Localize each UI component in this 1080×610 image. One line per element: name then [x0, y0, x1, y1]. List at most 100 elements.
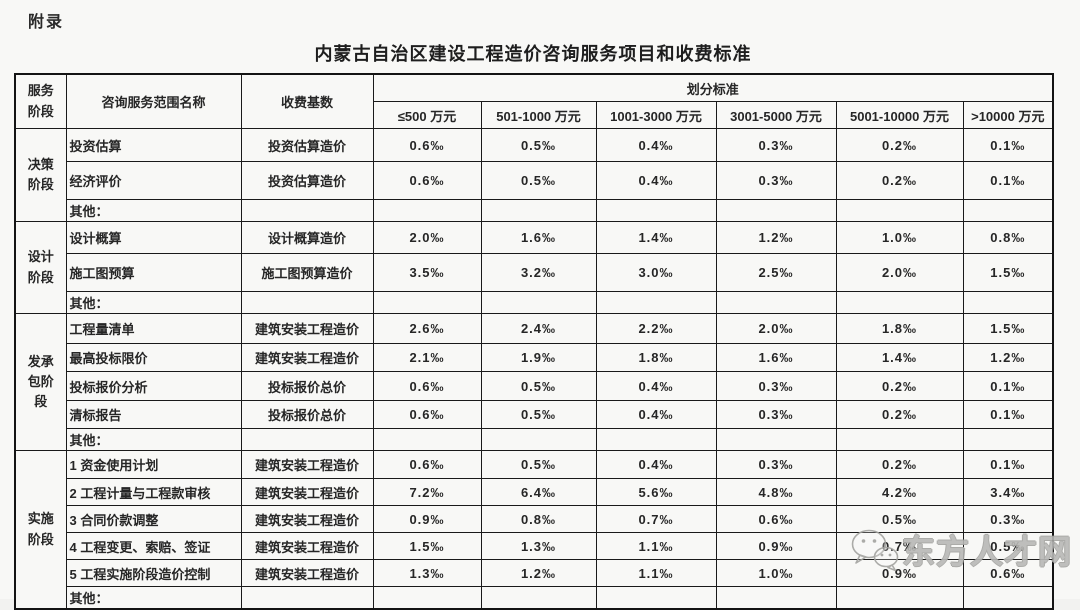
value-cell: 0.9‰: [372, 505, 482, 533]
value-cell: 0.1‰: [962, 161, 1054, 200]
value-cell: 0.4‰: [595, 450, 717, 479]
value-cell: 0.1‰: [962, 128, 1054, 162]
table-row: 投标报价分析 投标报价总价 0.6‰ 0.5‰ 0.4‰ 0.3‰ 0.2‰ 0.1‰: [15, 371, 1054, 401]
value-cell: 0.5‰: [480, 450, 597, 479]
value-cell: 6.4‰: [480, 478, 597, 506]
value-cell: 0.2‰: [835, 128, 964, 162]
value-cell: 3.0‰: [595, 253, 717, 292]
value-cell: 2.6‰: [372, 313, 482, 344]
stage-cell: 发承 包阶 段: [14, 313, 67, 451]
value-cell: 1.0‰: [835, 221, 964, 254]
table-row: 其他：: [15, 199, 1054, 222]
base-cell: 建筑安装工程造价: [240, 313, 374, 344]
value-cell: 0.4‰: [595, 128, 717, 162]
base-cell: 投资估算造价: [240, 128, 374, 162]
value-cell: [962, 199, 1054, 222]
scope-cell: 工程量清单: [65, 313, 242, 344]
table-row: 最高投标限价 建筑安装工程造价 2.1‰ 1.9‰ 1.8‰ 1.6‰ 1.4‰ 1.2‰: [15, 343, 1054, 372]
table-row: 5 工程实施阶段造价控制 建筑安装工程造价 1.3‰ 1.2‰ 1.1‰ 1.0‰ 0.9‰…: [15, 559, 1054, 587]
value-cell: 0.5‰: [835, 505, 964, 533]
table-row: 设计 阶段 设计概算 设计概算造价 2.0‰ 1.6‰ 1.4‰ 1.2‰ 1.0‰ 0.8‰: [14, 221, 1054, 314]
header-division-standard: 划分标准: [372, 73, 1054, 102]
table-row: 发承 包阶 段工程量清单 建筑安装工程造价 2.6‰ 2.4‰ 2.2‰ 2.0‰ 1.8‰…: [14, 313, 1054, 451]
value-cell: [480, 199, 597, 222]
scope-cell: 最高投标限价: [65, 343, 242, 372]
value-cell: 1.1‰: [595, 532, 717, 560]
value-cell: [372, 586, 482, 610]
value-cell: 1.4‰: [595, 221, 717, 254]
table-row: 2 工程计量与工程款审核 建筑安装工程造价 7.2‰ 6.4‰ 5.6‰ 4.8‰ 4.2‰…: [15, 478, 1054, 506]
value-cell: [962, 428, 1054, 451]
value-cell: [835, 291, 964, 314]
value-cell: 1.8‰: [835, 313, 964, 344]
value-cell: 0.3‰: [715, 450, 837, 479]
base-cell: 投标报价总价: [240, 371, 374, 401]
scope-cell: 其他：: [65, 428, 242, 451]
value-cell: 1.5‰: [962, 313, 1054, 344]
scope-cell: 清标报告: [65, 400, 242, 429]
value-cell: 2.4‰: [480, 313, 597, 344]
value-cell: 0.4‰: [595, 400, 717, 429]
value-cell: 0.3‰: [715, 161, 837, 200]
value-cell: [835, 586, 964, 610]
stage-cell: 实施 阶段: [14, 450, 67, 610]
value-cell: 0.7‰: [835, 532, 964, 560]
value-cell: 2.5‰: [715, 253, 837, 292]
base-cell: 建筑安装工程造价: [240, 450, 374, 479]
value-cell: [595, 199, 717, 222]
table-header: 服务 阶段 咨询服务范围名称 收费基数 划分标准 ≤500 万元 501-1000…: [14, 73, 1054, 129]
base-cell: 建筑安装工程造价: [240, 532, 374, 560]
value-cell: 4.8‰: [715, 478, 837, 506]
base-cell: 建筑安装工程造价: [240, 559, 374, 587]
value-cell: 3.5‰: [372, 253, 482, 292]
base-cell: [240, 428, 374, 451]
base-cell: [240, 291, 374, 314]
header-service-stage: 服务 阶段: [14, 73, 67, 129]
value-cell: 0.6‰: [372, 450, 482, 479]
value-cell: 3.2‰: [480, 253, 597, 292]
table-row: 其他：: [15, 291, 1054, 314]
table-row: 其他：: [15, 586, 1054, 610]
value-cell: [595, 586, 717, 610]
base-cell: 投资估算造价: [240, 161, 374, 200]
stage-cell: 设计 阶段: [14, 221, 67, 314]
value-cell: 0.6‰: [962, 559, 1054, 587]
table-row: 经济评价 投资估算造价 0.6‰ 0.5‰ 0.4‰ 0.3‰ 0.2‰ 0.1‰: [15, 161, 1054, 200]
value-cell: [595, 428, 717, 451]
value-cell: [715, 428, 837, 451]
value-cell: 2.0‰: [835, 253, 964, 292]
table-row: 4 工程变更、索赔、签证 建筑安装工程造价 1.5‰ 1.3‰ 1.1‰ 0.9‰ 0.7‰…: [15, 532, 1054, 560]
value-cell: [372, 199, 482, 222]
value-cell: [372, 291, 482, 314]
scope-cell: 5 工程实施阶段造价控制: [65, 559, 242, 587]
value-cell: 2.0‰: [715, 313, 837, 344]
value-cell: 0.1‰: [962, 450, 1054, 479]
value-cell: 2.2‰: [595, 313, 717, 344]
value-cell: [480, 586, 597, 610]
value-cell: [715, 291, 837, 314]
value-cell: [962, 586, 1054, 610]
base-cell: [240, 586, 374, 610]
value-cell: 5.6‰: [595, 478, 717, 506]
value-cell: 0.8‰: [962, 221, 1054, 254]
scope-cell: 其他：: [65, 586, 242, 610]
value-cell: [480, 291, 597, 314]
value-cell: 1.2‰: [715, 221, 837, 254]
base-cell: 施工图预算造价: [240, 253, 374, 292]
header-range: 1001-3000 万元: [595, 101, 717, 129]
appendix-label: 附录: [28, 14, 65, 31]
base-cell: 投标报价总价: [240, 400, 374, 429]
value-cell: 1.6‰: [715, 343, 837, 372]
value-cell: 0.2‰: [835, 161, 964, 200]
value-cell: 1.5‰: [962, 253, 1054, 292]
scope-cell: 投标报价分析: [65, 371, 242, 401]
value-cell: 0.3‰: [715, 400, 837, 429]
base-cell: 设计概算造价: [240, 221, 374, 254]
value-cell: 1.8‰: [595, 343, 717, 372]
value-cell: 0.4‰: [595, 161, 717, 200]
value-cell: 0.6‰: [372, 161, 482, 200]
table-row: 实施 阶段 1 资金使用计划 建筑安装工程造价 0.6‰ 0.5‰ 0.4‰ 0.3‰ 0.2…: [14, 450, 1054, 610]
value-cell: 0.6‰: [372, 371, 482, 401]
value-cell: 0.6‰: [715, 505, 837, 533]
table-row: 清标报告 投标报价总价 0.6‰ 0.5‰ 0.4‰ 0.3‰ 0.2‰ 0.1‰: [15, 400, 1054, 429]
